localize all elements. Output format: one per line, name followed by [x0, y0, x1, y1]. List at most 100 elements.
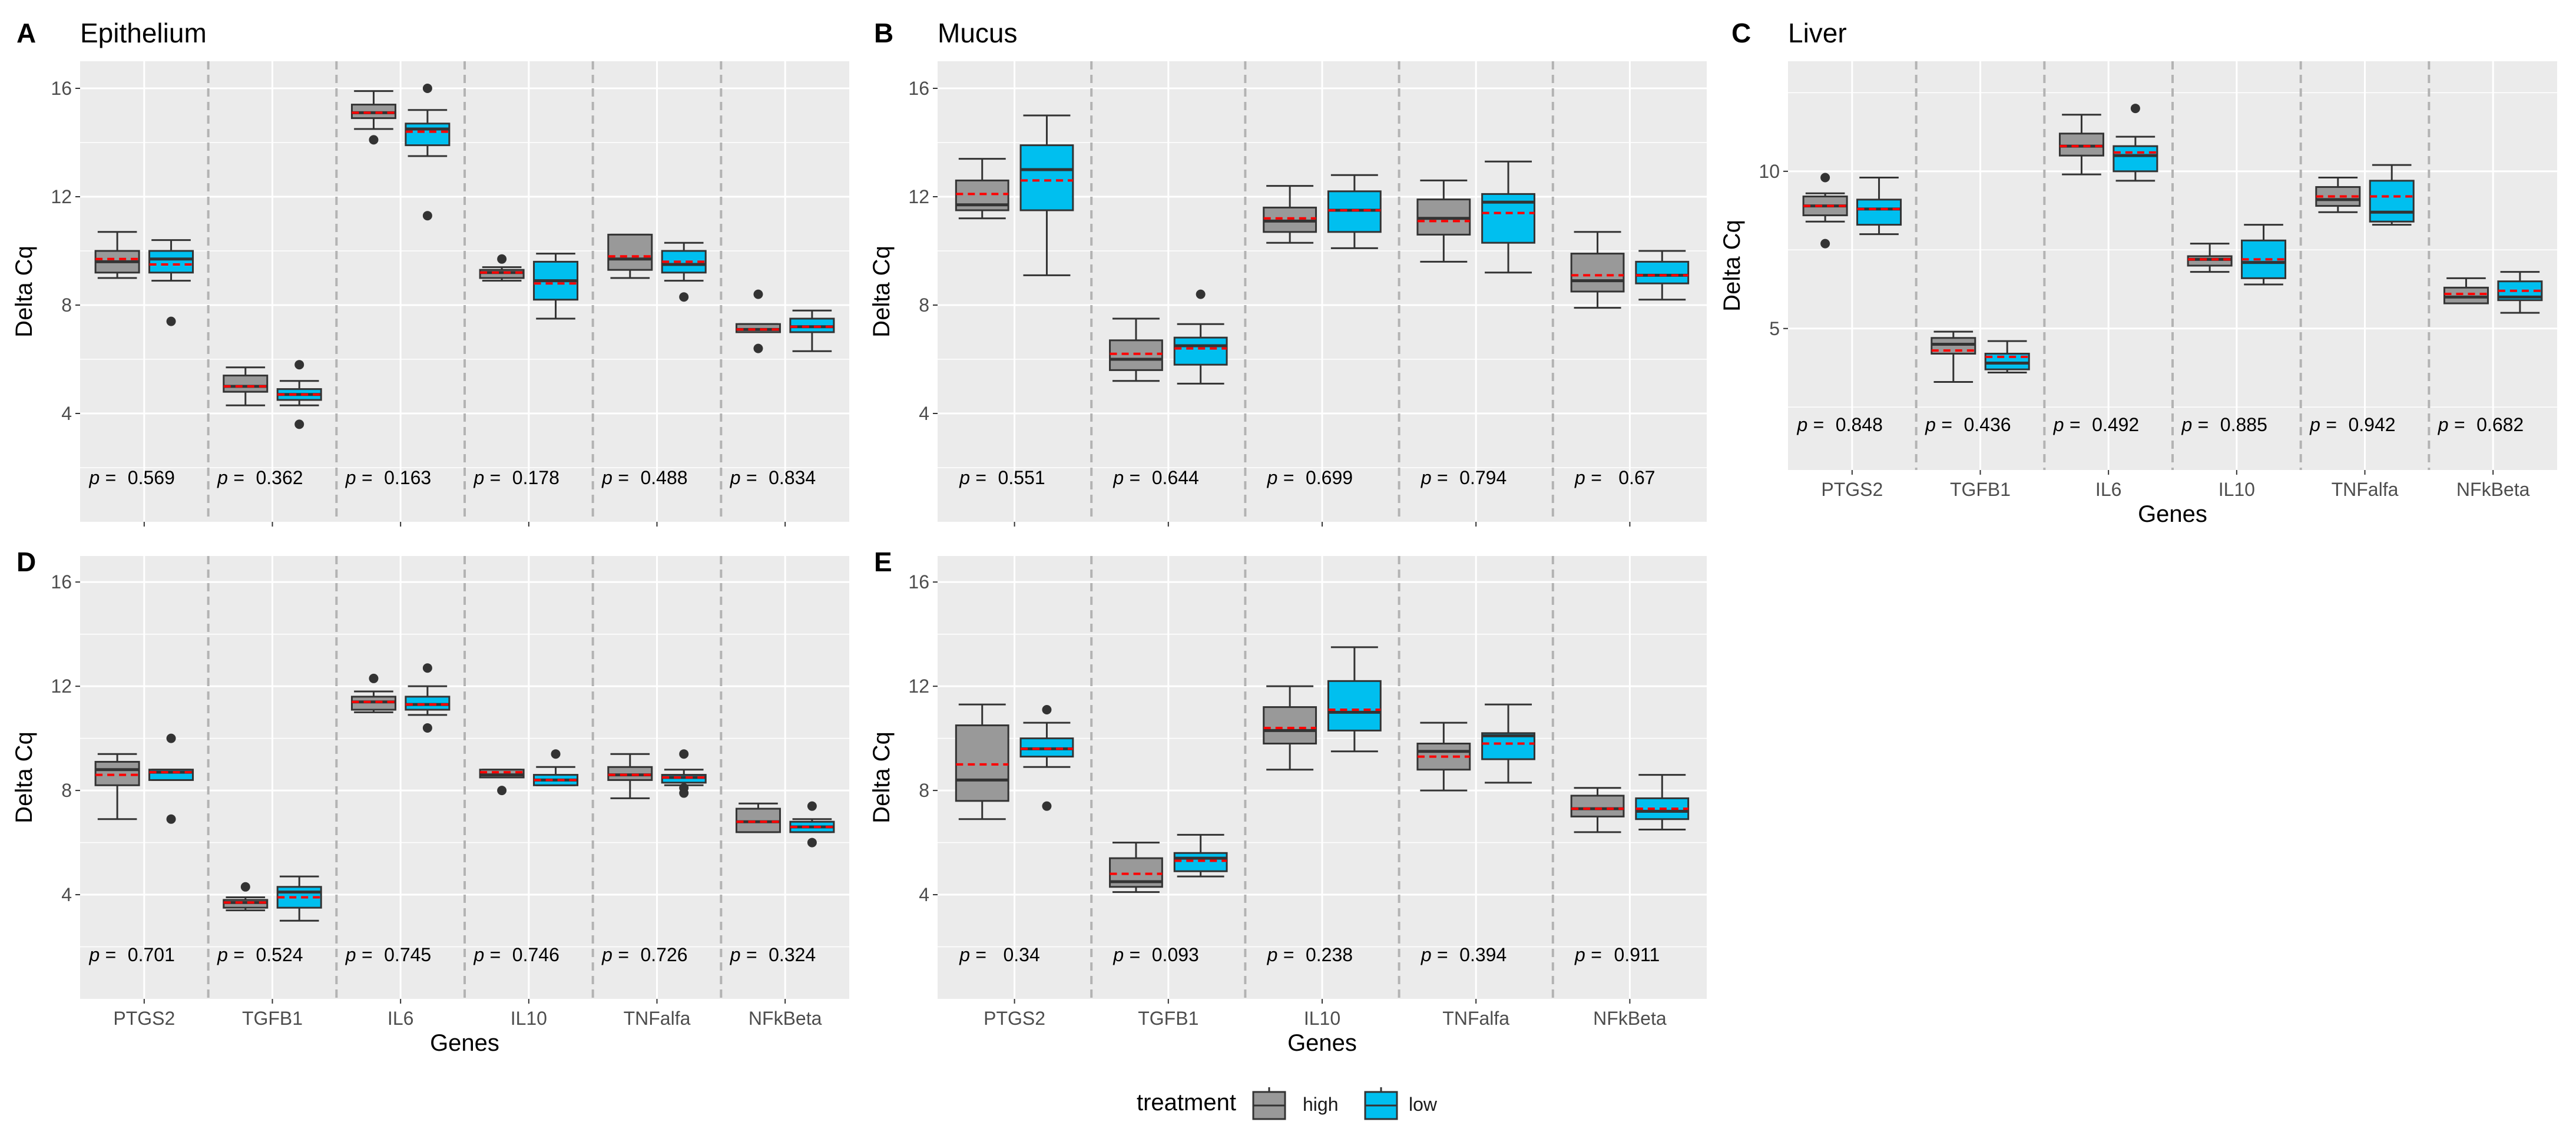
outlier-point [422, 84, 432, 93]
outlier-point [2130, 104, 2140, 114]
y-tick-label: 12 [908, 676, 929, 697]
box-body [2187, 255, 2233, 267]
x-axis-label: Genes [430, 1030, 499, 1056]
box-body [2058, 133, 2104, 157]
p-value-prefix: p = [1112, 467, 1140, 488]
x-tick-label: IL6 [388, 1008, 413, 1029]
outlier-point [166, 316, 176, 326]
p-value-prefix: p = [730, 944, 757, 965]
y-tick-label: 4 [919, 884, 929, 905]
box-body [148, 250, 194, 274]
box-body [223, 375, 269, 393]
box-high-nfkbeta [735, 802, 781, 833]
box-body [2113, 145, 2158, 173]
p-value-label: 0.885 [2220, 414, 2267, 435]
box-low-tgfb1 [1173, 833, 1228, 878]
p-value-prefix: p = [1574, 944, 1601, 965]
outlier-point [422, 723, 432, 733]
p-value-label: 0.699 [1306, 467, 1353, 488]
box-low-tgfb1 [276, 875, 322, 922]
x-tick-label: IL6 [2095, 479, 2121, 500]
p-value-label: 0.726 [640, 944, 687, 965]
p-value-label: 0.238 [1306, 944, 1353, 965]
p-value-label: 0.569 [128, 467, 175, 488]
outlier-point [551, 749, 561, 759]
y-tick-label: 8 [919, 780, 929, 801]
box-high-tnfalfa [1416, 179, 1471, 263]
box-body [1263, 706, 1317, 744]
outlier-point [294, 419, 304, 429]
x-tick-label: TNFalfa [2332, 479, 2399, 500]
p-value-label: 0.551 [998, 467, 1045, 488]
y-axis-label: Delta Cq [1719, 220, 1745, 312]
outlier-point [1820, 173, 1830, 183]
outlier-point [166, 814, 176, 824]
outlier-point [807, 801, 817, 811]
outlier-point [369, 673, 379, 683]
box-body [94, 760, 140, 786]
box-high-nfkbeta [735, 289, 781, 353]
y-tick-label: 16 [908, 78, 929, 99]
box-body [1109, 339, 1163, 371]
x-axis-label: Genes [1287, 1030, 1357, 1056]
box-high-nfkbeta [1570, 787, 1625, 833]
p-value-prefix: p = [473, 944, 500, 965]
box-high-il6 [350, 673, 396, 713]
y-tick-label: 4 [919, 403, 929, 424]
x-axis-label: Genes [2138, 501, 2207, 527]
x-tick-label: NFkBeta [1593, 1008, 1667, 1029]
box-low-il6 [2113, 104, 2158, 182]
x-tick-label: IL10 [1304, 1008, 1340, 1029]
outlier-point [240, 882, 250, 892]
p-value-prefix: p = [473, 467, 500, 488]
p-value-prefix: p = [2181, 414, 2208, 435]
box-low-ptgs2 [148, 733, 194, 824]
box-low-ptgs2 [148, 239, 194, 326]
outlier-point [294, 360, 304, 370]
p-value-label: 0.524 [256, 944, 303, 965]
outlier-point [1820, 239, 1830, 249]
box-low-tnfalfa [2369, 164, 2415, 226]
p-value-prefix: p = [601, 944, 628, 965]
p-value-label: 0.093 [1152, 944, 1199, 965]
p-value-prefix: p = [1267, 944, 1294, 965]
y-tick-label: 8 [919, 294, 929, 316]
outlier-point [807, 838, 817, 848]
box-low-il10 [533, 253, 579, 320]
box-body [1173, 336, 1228, 366]
p-value-label: 0.492 [2092, 414, 2139, 435]
p-value-prefix: p = [2309, 414, 2336, 435]
x-tick-label: TGFB1 [1950, 479, 2011, 500]
y-tick-label: 8 [61, 780, 72, 801]
panel-title: Liver [1788, 18, 1847, 48]
box-low-il10 [533, 749, 579, 786]
y-axis-label: Delta Cq [11, 246, 37, 337]
box-high-tnfalfa [2315, 177, 2361, 213]
x-tick-label: IL10 [2219, 479, 2255, 500]
panel-e: 4 8 12 16 0.34 p = 0.093 p = 0.238 p = 0.394 p = 0.9… [869, 547, 1707, 1056]
outlier-point [1042, 704, 1052, 714]
panel-d: 4 8 12 16 0.701 p = 0.524 p = 0.745 p = 0.746 p = 0.… [11, 547, 849, 1056]
y-tick-label: 16 [51, 78, 72, 99]
box-low-tnfalfa [661, 749, 707, 798]
box-low-nfkbeta [2497, 271, 2543, 314]
box-low-ptgs2 [1856, 177, 1902, 236]
box-high-ptgs2 [94, 753, 140, 820]
p-value-prefix: p = [88, 467, 115, 488]
x-tick-label: TGFB1 [1138, 1008, 1198, 1029]
y-tick-label: 8 [61, 294, 72, 316]
y-axis-label: Delta Cq [869, 732, 895, 823]
y-tick-label: 12 [51, 186, 72, 207]
box-body [1173, 852, 1228, 872]
box-low-il10 [1327, 646, 1382, 753]
y-tick-label: 16 [908, 571, 929, 593]
x-tick-label: NFkBeta [2456, 479, 2530, 500]
box-low-il10 [1327, 174, 1382, 249]
p-value-label: 0.682 [2476, 414, 2524, 435]
box-low-tgfb1 [1173, 289, 1228, 385]
box-high-il10 [2187, 243, 2233, 273]
outlier-point [422, 211, 432, 221]
p-value-label: 0.163 [384, 467, 431, 488]
box-high-il10 [479, 769, 525, 796]
p-value-label: 0.746 [512, 944, 559, 965]
